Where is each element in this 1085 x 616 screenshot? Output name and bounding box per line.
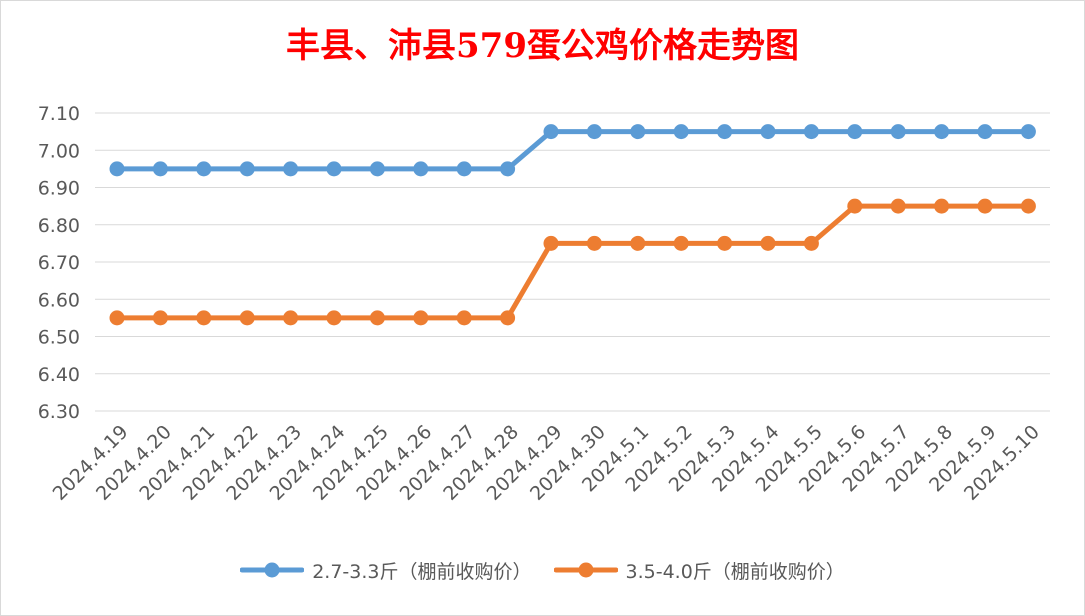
data-point <box>760 235 776 251</box>
y-tick-label: 6.50 <box>38 327 80 349</box>
data-point <box>586 235 602 251</box>
y-tick-label: 6.80 <box>38 215 80 237</box>
data-point <box>326 161 342 177</box>
data-point <box>413 161 429 177</box>
legend-label-series-1: 2.7-3.3斤（棚前收购价） <box>312 560 532 583</box>
data-point <box>543 124 559 140</box>
legend-swatch-series-2 <box>553 562 618 578</box>
data-point <box>673 235 689 251</box>
data-point <box>369 161 385 177</box>
data-point <box>109 161 125 177</box>
data-point <box>934 124 950 140</box>
data-point <box>977 124 993 140</box>
y-axis-tick-labels: 7.10 7.00 6.90 6.80 6.70 6.60 6.50 6.40 6.30 <box>38 103 80 423</box>
y-tick-label: 6.90 <box>38 178 80 200</box>
data-point <box>283 161 299 177</box>
data-point <box>239 310 255 326</box>
data-point <box>673 124 689 140</box>
data-point <box>586 124 602 140</box>
y-tick-label: 7.10 <box>38 103 80 125</box>
data-point <box>1020 198 1036 214</box>
legend-label-series-2: 3.5-4.0斤（棚前收购价） <box>625 560 845 583</box>
data-point <box>977 198 993 214</box>
data-point <box>717 124 733 140</box>
data-point <box>239 161 255 177</box>
data-point <box>847 124 863 140</box>
data-point <box>1020 124 1036 140</box>
y-tick-label: 6.30 <box>38 401 80 423</box>
data-point <box>326 310 342 326</box>
series-line-1 <box>114 129 1031 172</box>
legend-item-series-2: 3.5-4.0斤（棚前收购价） <box>553 556 845 584</box>
data-point <box>283 310 299 326</box>
data-point <box>500 161 516 177</box>
data-point <box>152 161 168 177</box>
y-tick-label: 7.00 <box>38 140 80 162</box>
x-axis-tick-labels: 2024.4.192024.4.202024.4.212024.4.222024… <box>49 421 1044 505</box>
data-point <box>760 124 776 140</box>
data-point <box>413 310 429 326</box>
data-point <box>196 161 212 177</box>
data-point <box>543 235 559 251</box>
data-point <box>152 310 168 326</box>
y-tick-label: 6.60 <box>38 289 80 311</box>
data-point <box>847 198 863 214</box>
data-point <box>717 235 733 251</box>
series-line-2 <box>114 203 1031 321</box>
legend: 2.7-3.3斤（棚前收购价） 3.5-4.0斤（棚前收购价） <box>0 556 1085 584</box>
data-point <box>196 310 212 326</box>
data-point <box>803 235 819 251</box>
data-point <box>890 198 906 214</box>
data-point <box>109 310 125 326</box>
data-point <box>456 161 472 177</box>
legend-swatch-series-1 <box>240 562 305 578</box>
data-point <box>934 198 950 214</box>
data-point <box>369 310 385 326</box>
data-point <box>803 124 819 140</box>
y-tick-label: 6.40 <box>38 364 80 386</box>
chart-title: 丰县、沛县579蛋公鸡价格走势图 <box>286 26 799 66</box>
series-lines <box>109 124 1036 326</box>
gridlines <box>95 112 1050 412</box>
data-point <box>456 310 472 326</box>
data-point <box>500 310 516 326</box>
y-tick-label: 6.70 <box>38 252 80 274</box>
legend-item-series-1: 2.7-3.3斤（棚前收购价） <box>240 556 532 584</box>
data-point <box>630 124 646 140</box>
data-point <box>630 235 646 251</box>
data-point <box>890 124 906 140</box>
